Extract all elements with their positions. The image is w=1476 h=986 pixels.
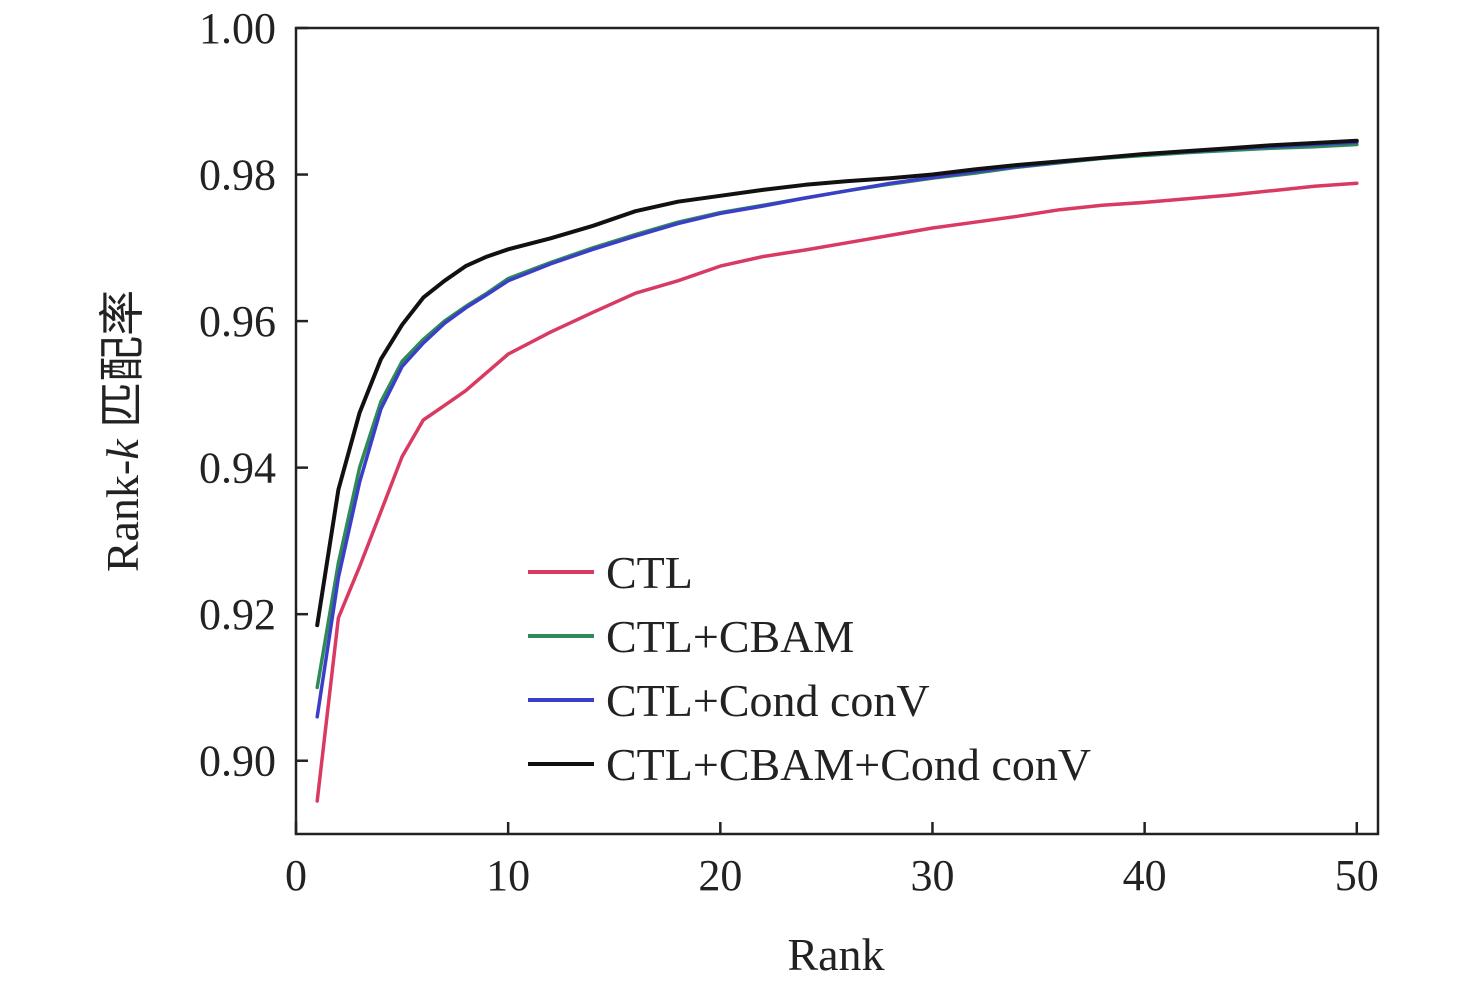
y-tick-label: 1.00 [199, 4, 276, 53]
series-line-ctl [315, 181, 1359, 803]
legend-label: CTL+CBAM [606, 611, 854, 662]
series-line-ctl-cbam-cond-conv [315, 138, 1359, 628]
legend-item: CTL [528, 547, 693, 598]
legend-item: CTL+Cond conV [528, 675, 930, 726]
y-tick-label: 0.98 [199, 151, 276, 200]
x-tick-label: 10 [486, 851, 530, 900]
x-axis-ticks: 0 10 20 30 40 50 [285, 822, 1379, 900]
legend-item: CTL+CBAM [528, 611, 854, 662]
x-axis-title: Rank [787, 929, 884, 980]
plot-frame [294, 26, 1380, 836]
x-tick-label: 30 [910, 851, 954, 900]
x-tick-label: 50 [1335, 851, 1379, 900]
x-tick-label: 40 [1123, 851, 1167, 900]
y-axis-title: Rank-k 匹配率 [97, 290, 148, 572]
legend-label: CTL [606, 547, 693, 598]
legend-label: CTL+Cond conV [606, 675, 930, 726]
y-tick-label: 0.94 [199, 444, 276, 493]
series-lines [315, 138, 1359, 803]
y-axis-title-k: k [97, 438, 148, 460]
y-tick-label: 0.90 [199, 737, 276, 786]
legend: CTL CTL+CBAM CTL+Cond conV CTL+CBAM+Cond co… [528, 547, 1091, 790]
y-axis-title-prefix: Rank- [97, 460, 148, 572]
legend-label: CTL+CBAM+Cond conV [606, 739, 1091, 790]
y-tick-label: 0.96 [199, 297, 276, 346]
series-line-ctl-cbam [315, 142, 1359, 690]
y-axis-title-suffix: 匹配率 [97, 290, 148, 440]
y-axis-ticks: 0.90 0.92 0.94 0.96 0.98 1.00 [199, 4, 308, 786]
legend-item: CTL+CBAM+Cond conV [528, 739, 1091, 790]
x-tick-label: 20 [698, 851, 742, 900]
y-tick-label: 0.92 [199, 590, 276, 639]
x-tick-label: 0 [285, 851, 307, 900]
